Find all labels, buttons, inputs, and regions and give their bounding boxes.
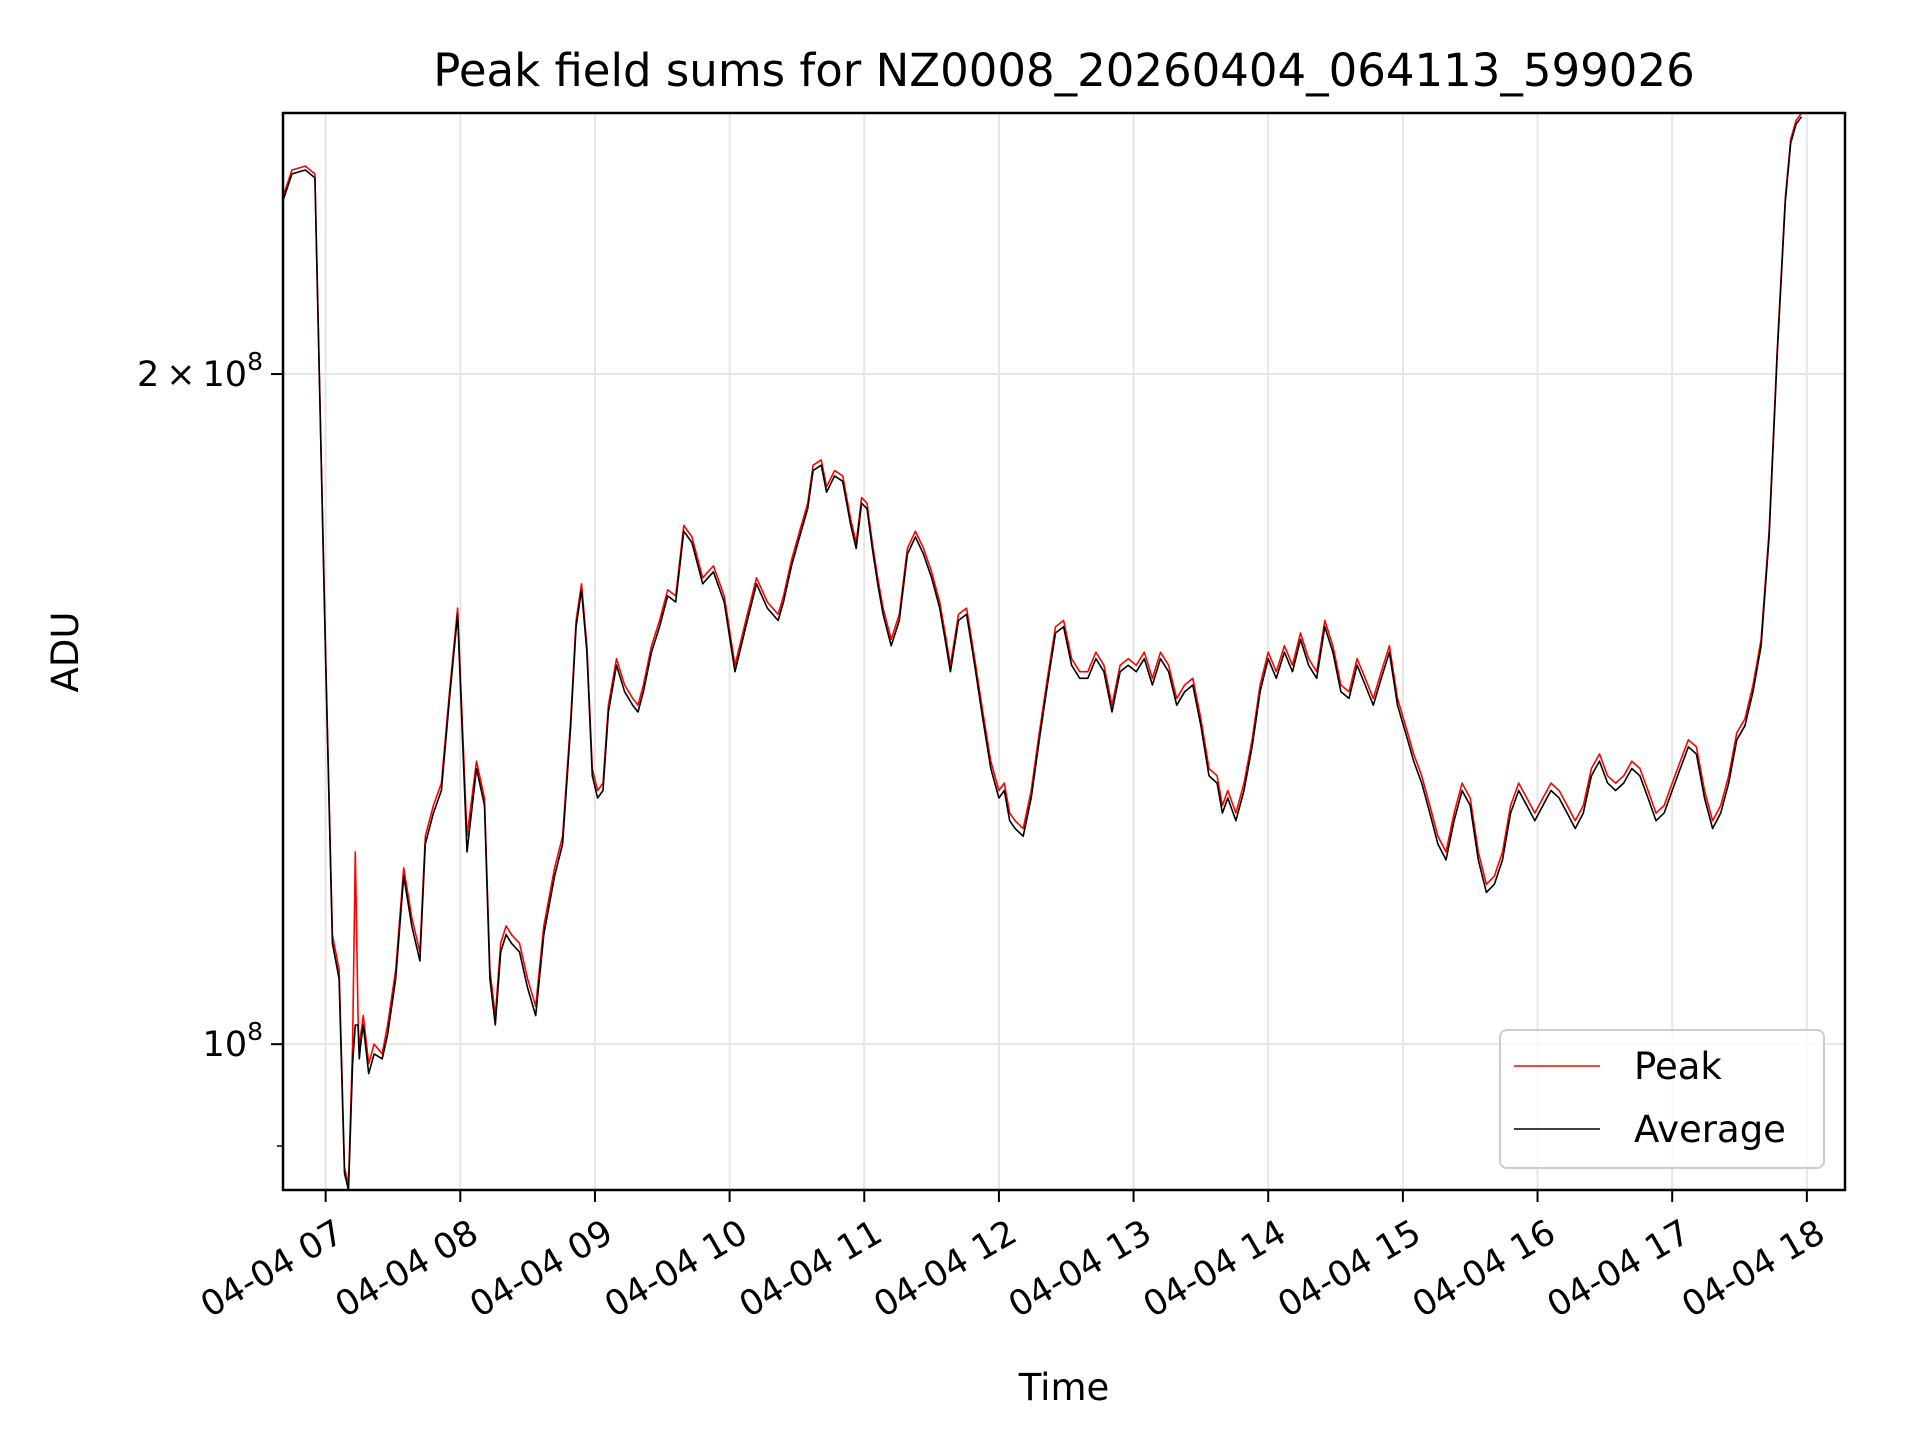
y-axis: 2 × 108 108 <box>137 347 283 1147</box>
chart-title: Peak field sums for NZ0008_20260404_0641… <box>433 44 1694 97</box>
legend: Peak Average <box>1499 1029 1825 1169</box>
legend-peak-label: Peak <box>1634 1045 1722 1088</box>
series-line-peak <box>283 113 1803 1186</box>
y-tick-label: 108 <box>203 1017 263 1065</box>
x-axis-label: Time <box>1018 1366 1110 1409</box>
y-axis-label: ADU <box>44 612 87 693</box>
series-line-average <box>283 116 1803 1190</box>
series-layer <box>283 113 1803 1190</box>
legend-box <box>1499 1029 1825 1169</box>
plot-frame <box>281 111 1847 1192</box>
legend-average-label: Average <box>1634 1108 1786 1151</box>
y-tick-label: 2 × 108 <box>137 347 263 395</box>
